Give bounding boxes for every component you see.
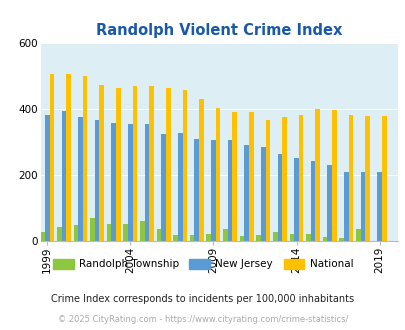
Bar [190, 235, 194, 241]
Bar [272, 232, 277, 241]
Bar [326, 165, 331, 241]
Bar [149, 86, 153, 241]
Bar [45, 115, 49, 241]
Bar [132, 86, 137, 241]
Bar [277, 154, 281, 241]
Bar [215, 108, 220, 241]
Bar [227, 140, 232, 241]
Bar [315, 109, 319, 241]
Bar [99, 85, 104, 241]
Bar [40, 232, 45, 241]
Bar [239, 236, 244, 241]
Bar [348, 115, 352, 241]
Text: © 2025 CityRating.com - https://www.cityrating.com/crime-statistics/: © 2025 CityRating.com - https://www.city… [58, 315, 347, 324]
Bar [211, 140, 215, 241]
Bar [111, 123, 116, 241]
Bar [73, 225, 78, 241]
Bar [123, 224, 128, 241]
Bar [310, 161, 315, 241]
Bar [140, 221, 144, 241]
Bar [355, 229, 360, 241]
Bar [381, 116, 386, 241]
Bar [248, 112, 253, 241]
Bar [360, 172, 364, 241]
Bar [339, 238, 343, 241]
Bar [78, 117, 83, 241]
Bar [222, 229, 227, 241]
Bar [265, 120, 270, 241]
Text: Crime Index corresponds to incidents per 100,000 inhabitants: Crime Index corresponds to incidents per… [51, 294, 354, 304]
Bar [376, 172, 381, 241]
Bar [289, 234, 294, 241]
Bar [90, 218, 94, 241]
Bar [57, 227, 62, 241]
Bar [161, 134, 166, 241]
Bar [166, 88, 170, 241]
Bar [198, 99, 203, 241]
Bar [156, 229, 161, 241]
Bar [244, 145, 248, 241]
Bar [182, 90, 187, 241]
Bar [256, 235, 260, 241]
Bar [206, 234, 211, 241]
Bar [331, 110, 336, 241]
Bar [305, 234, 310, 241]
Bar [298, 115, 303, 241]
Bar [177, 133, 182, 241]
Bar [194, 139, 198, 241]
Bar [281, 117, 286, 241]
Bar [107, 224, 111, 241]
Bar [83, 76, 87, 241]
Bar [144, 124, 149, 241]
Bar [128, 124, 132, 241]
Bar [173, 235, 177, 241]
Bar [49, 74, 54, 241]
Bar [232, 112, 237, 241]
Bar [62, 111, 66, 241]
Bar [322, 237, 326, 241]
Bar [66, 74, 70, 241]
Bar [294, 158, 298, 241]
Title: Randolph Violent Crime Index: Randolph Violent Crime Index [96, 22, 341, 38]
Bar [364, 116, 369, 241]
Bar [260, 147, 265, 241]
Legend: Randolph Township, New Jersey, National: Randolph Township, New Jersey, National [49, 254, 356, 274]
Bar [116, 88, 120, 241]
Bar [343, 172, 348, 241]
Bar [94, 120, 99, 241]
